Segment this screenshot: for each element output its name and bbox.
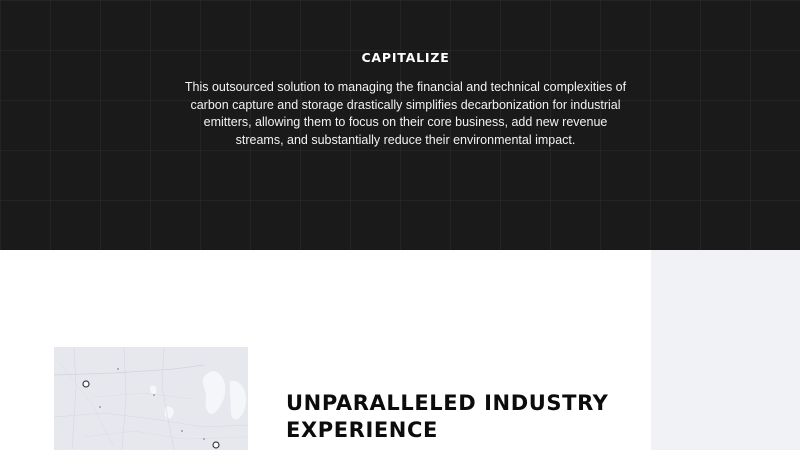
location-marker-icon[interactable]: [212, 441, 220, 449]
side-panel: [651, 250, 800, 450]
map-graphic: [54, 347, 248, 450]
location-marker-icon[interactable]: [82, 380, 90, 388]
section-description: This outsourced solution to managing the…: [184, 80, 627, 148]
capitalize-section: CAPITALIZE This outsourced solution to m…: [0, 0, 800, 250]
section-heading: UNPARALLELED INDUSTRY EXPERIENCE: [286, 391, 609, 442]
section-title: CAPITALIZE: [361, 50, 450, 65]
experience-section: UNPARALLELED INDUSTRY EXPERIENCE: [0, 250, 800, 450]
map-image: [54, 347, 248, 450]
